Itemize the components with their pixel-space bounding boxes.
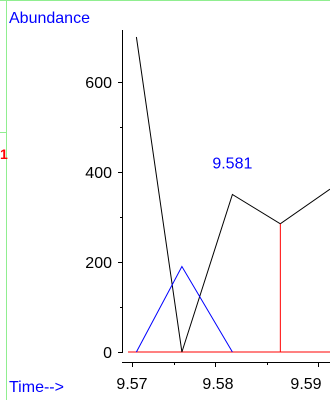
x-axis-title: Time-->	[9, 379, 64, 396]
x-tick-label-958: 9.58	[202, 376, 233, 393]
series-line-0	[135, 36, 330, 353]
x-tick-label-959: 9.59	[290, 376, 321, 393]
y-tick-label-600: 600	[85, 75, 112, 92]
y-tick-label-0: 0	[103, 345, 112, 362]
y-tick-label-200: 200	[85, 255, 112, 272]
peak-annotation: 9.581	[212, 156, 252, 173]
x-tick-label-957: 9.57	[116, 376, 147, 393]
series-line-1	[135, 265, 233, 353]
y-axis-title: Abundance	[9, 10, 90, 27]
y-tick-label-400: 400	[85, 165, 112, 182]
side-marker: 1	[0, 146, 8, 162]
data-layer	[128, 36, 330, 353]
